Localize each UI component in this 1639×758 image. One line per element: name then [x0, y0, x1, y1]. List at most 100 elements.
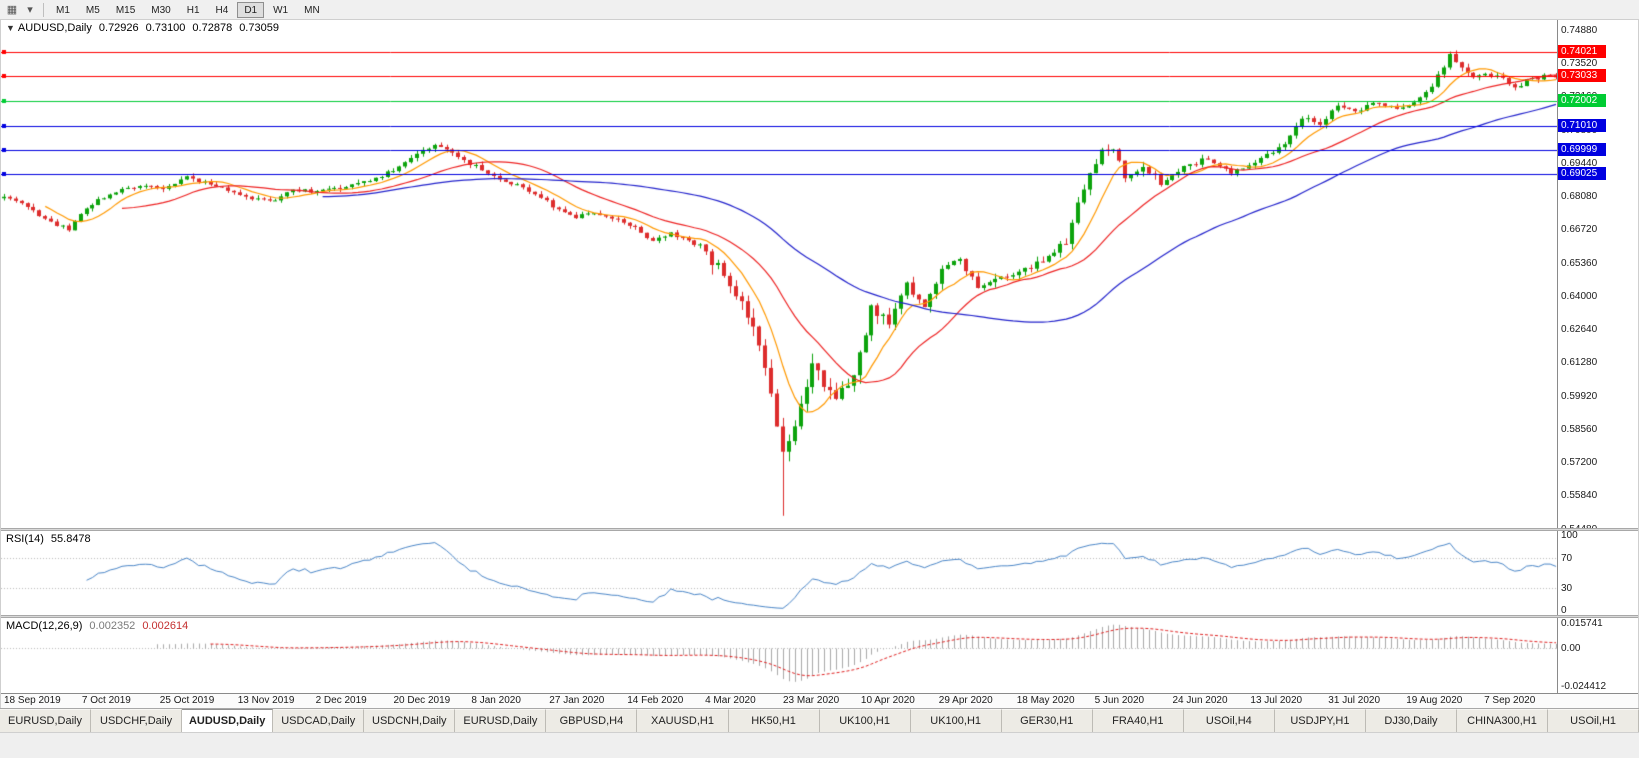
chart-tab-audusd-daily[interactable]: AUDUSD,Daily: [182, 709, 274, 732]
price-level-badge: 0.73033: [1558, 69, 1606, 83]
macd-title: MACD(12,26,9) 0.002352 0.002614: [6, 620, 188, 632]
price-axis-label: 0.65360: [1561, 257, 1598, 269]
price-axis-label: 0.68080: [1561, 191, 1598, 203]
timeframe-button-m1[interactable]: M1: [56, 4, 70, 16]
price-axis-label: 0.62640: [1561, 324, 1598, 336]
chart-tab-ger30-h1[interactable]: GER30,H1: [1001, 709, 1093, 732]
ohlc-high: 0.73100: [145, 22, 186, 34]
chart-tab-fra40-h1[interactable]: FRA40,H1: [1092, 709, 1184, 732]
chart-tab-uk100-h1[interactable]: UK100,H1: [819, 709, 911, 732]
rsi-value: 55.8478: [50, 533, 91, 545]
date-axis: 18 Sep 2019 7 Oct 2019 25 Oct 2019 13 Nov 2…: [1, 693, 1638, 708]
chart-tab-china300-h1[interactable]: CHINA300,H1: [1457, 709, 1549, 732]
price-axis-label: 0.69440: [1561, 157, 1598, 169]
timeframe-button-h1[interactable]: H1: [186, 4, 200, 16]
macd-label: MACD(12,26,9): [6, 620, 83, 632]
macd-signal-value: 0.002614: [142, 620, 189, 632]
chart-tab-dj30-daily[interactable]: DJ30,Daily: [1365, 709, 1457, 732]
price-level-badge: 0.74021: [1558, 45, 1606, 58]
timeframe-button-m30[interactable]: M30: [151, 4, 171, 16]
rsi-label: RSI(14): [6, 533, 44, 545]
price-axis-label: 0.59920: [1561, 390, 1598, 402]
date-label: 18 Sep 2019: [4, 695, 61, 706]
macd-chart-canvas[interactable]: [1, 618, 1559, 693]
price-level-badge: 0.69999: [1558, 143, 1606, 157]
ohlc-close: 0.73059: [239, 22, 279, 34]
date-label: 13 Jul 2020: [1250, 695, 1303, 706]
price-chart-canvas[interactable]: [1, 20, 1559, 528]
panel-splitter[interactable]: [1, 615, 1638, 618]
status-strip: [0, 732, 1639, 758]
macd-axis: 0.015741 0.00 -0.024412: [1557, 618, 1638, 693]
chart-tab-usdcnh-daily[interactable]: USDCNH,Daily: [364, 709, 456, 732]
price-level-badge: 0.72002: [1558, 94, 1606, 108]
date-label: 20 Dec 2019: [393, 695, 451, 706]
rsi-chart-canvas[interactable]: [1, 531, 1559, 615]
rsi-axis-label: 70: [1561, 552, 1573, 564]
chart-tab-uk100-h1[interactable]: UK100,H1: [910, 709, 1002, 732]
macd-panel: MACD(12,26,9) 0.002352 0.002614 0.015741 0.…: [1, 618, 1638, 693]
date-label: 14 Feb 2020: [627, 695, 684, 706]
date-label: 31 Jul 2020: [1328, 695, 1381, 706]
price-axis-label: 0.66720: [1561, 224, 1598, 236]
rsi-axis-label: 100: [1561, 531, 1578, 541]
rsi-axis-label: 30: [1561, 582, 1573, 594]
rsi-axis-label: 0: [1561, 605, 1567, 615]
price-axis-label: 0.64000: [1561, 290, 1598, 302]
panel-splitter[interactable]: [1, 528, 1638, 531]
price-axis-label: 0.73520: [1561, 58, 1598, 70]
price-axis-label: 0.58560: [1561, 423, 1598, 435]
timeframe-button-d1[interactable]: D1: [237, 1, 265, 18]
toolbar-options-caret-icon[interactable]: ▾: [27, 4, 33, 16]
chart-area: ▼ AUDUSD,Daily 0.72926 0.73100 0.72878 0.7305…: [0, 20, 1639, 708]
date-label: 29 Apr 2020: [938, 695, 993, 706]
date-label: 19 Aug 2020: [1406, 695, 1463, 706]
price-axis-label: 0.54480: [1561, 524, 1597, 528]
date-label: 25 Oct 2019: [159, 695, 215, 706]
date-label: 24 Jun 2020: [1172, 695, 1228, 706]
chart-tab-eurusd-daily[interactable]: EURUSD,Daily: [0, 709, 92, 732]
macd-main-value: 0.002352: [89, 620, 136, 632]
chart-title: ▼ AUDUSD,Daily 0.72926 0.73100 0.72878 0.7305…: [6, 22, 279, 34]
chart-tab-usoil-h1[interactable]: USOil,H1: [1548, 709, 1639, 732]
rsi-title: RSI(14) 55.8478: [6, 533, 91, 545]
timeframe-button-mn[interactable]: MN: [304, 4, 320, 16]
timeframe-toolbar: ▦ ▾ M1 M5 M15 M30 H1 H4 D1 W1 MN: [0, 0, 1639, 20]
ohlc-low: 0.72878: [192, 22, 233, 34]
chart-symbol-label: AUDUSD,Daily: [17, 22, 92, 34]
toolbar-separator: [43, 2, 44, 17]
date-label: 10 Apr 2020: [860, 695, 915, 706]
chart-tab-hk50-h1[interactable]: HK50,H1: [728, 709, 820, 732]
date-label: 2 Dec 2019: [315, 695, 367, 706]
price-axis-label: 0.74880: [1561, 25, 1598, 36]
price-axis-label: 0.61280: [1561, 357, 1598, 369]
chart-tabbar: EURUSD,Daily USDCHF,Daily AUDUSD,Daily USDC…: [0, 708, 1639, 732]
timeframe-button-h4[interactable]: H4: [215, 4, 229, 16]
timeframe-button-m5[interactable]: M5: [85, 4, 100, 16]
date-label: 5 Jun 2020: [1094, 695, 1145, 706]
rsi-axis: 100 70 30 0: [1557, 531, 1638, 615]
price-axis-label: 0.55840: [1561, 490, 1598, 502]
price-level-badge: 0.71010: [1558, 118, 1606, 132]
macd-axis-label: 0.015741: [1561, 618, 1603, 629]
timeframe-button-w1[interactable]: W1: [273, 4, 289, 16]
date-label: 7 Sep 2020: [1484, 695, 1536, 706]
chart-tab-eurusd-daily[interactable]: EURUSD,Daily: [455, 709, 547, 732]
chart-tab-xauusd-h1[interactable]: XAUUSD,H1: [637, 709, 729, 732]
date-label: 18 May 2020: [1016, 695, 1075, 706]
chart-tab-usdjpy-h1[interactable]: USDJPY,H1: [1274, 709, 1366, 732]
price-axis: 0.748800.735200.721600.708000.694400.680…: [1557, 20, 1638, 528]
collapse-caret-icon[interactable]: ▼: [6, 23, 15, 33]
chart-tab-gbpusd-h4[interactable]: GBPUSD,H4: [546, 709, 638, 732]
chart-tab-usoil-h4[interactable]: USOil,H4: [1183, 709, 1275, 732]
macd-axis-label: -0.024412: [1561, 680, 1607, 692]
chart-tab-usdchf-daily[interactable]: USDCHF,Daily: [91, 709, 183, 732]
timeframe-button-m15[interactable]: M15: [115, 4, 136, 16]
date-label: 23 Mar 2020: [783, 695, 840, 706]
date-label: 8 Jan 2020: [471, 695, 521, 706]
chart-tab-usdcad-daily[interactable]: USDCAD,Daily: [273, 709, 365, 732]
chart-grid-icon[interactable]: ▦: [6, 4, 18, 16]
main-chart-panel: ▼ AUDUSD,Daily 0.72926 0.73100 0.72878 0.7305…: [1, 20, 1638, 528]
ohlc-open: 0.72926: [98, 22, 139, 34]
